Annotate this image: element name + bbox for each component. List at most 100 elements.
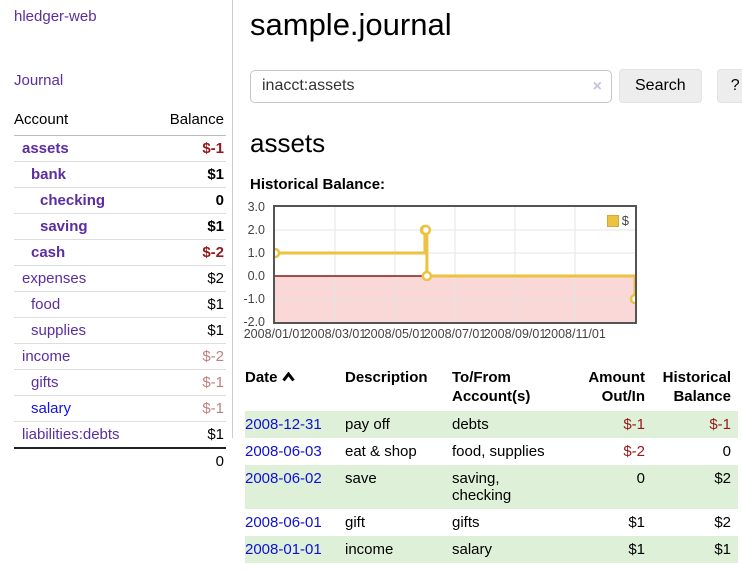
account-balance: $-1: [152, 135, 226, 162]
y-tick-label: -2.0: [243, 315, 265, 329]
register-row: 2008-06-01 gift gifts $1 $2: [245, 509, 738, 536]
accounts-balance-table: Account Balance assets $-1 bank $1 check…: [14, 105, 226, 474]
transaction-amount: $-1: [572, 411, 652, 438]
account-balance: $2: [152, 265, 226, 292]
y-tick-label: 1.0: [247, 246, 265, 260]
register-header-row: Date Description To/From Account(s) Amou…: [245, 365, 738, 411]
transaction-description: income: [345, 536, 452, 563]
legend-label: $: [621, 213, 629, 228]
transaction-amount: $1: [572, 536, 652, 563]
chart-x-axis-labels: 2008/01/01 2008/03/01 2008/05/01 2008/07/01…: [244, 327, 637, 344]
sidebar: hledger-web Journal Account Balance asse…: [0, 0, 233, 474]
chart-canvas: [269, 207, 641, 322]
transaction-date-link[interactable]: 2008-12-31: [245, 416, 322, 433]
account-link-liabilities-debts[interactable]: liabilities:debts: [22, 426, 120, 443]
transaction-accounts: food, supplies: [452, 443, 545, 460]
account-balance: $-1: [152, 395, 226, 422]
col-header-date: Date: [245, 365, 345, 411]
search-bar: × Search ?: [250, 69, 742, 103]
account-balance: $1: [152, 317, 226, 344]
transaction-amount: $-2: [623, 443, 645, 460]
register-row: 2008-06-03 eat & shop food, supplies $-2…: [245, 438, 738, 465]
transaction-balance: $2: [652, 465, 738, 509]
transaction-date-link[interactable]: 2008-06-02: [245, 470, 322, 487]
account-link-checking[interactable]: checking: [40, 192, 106, 209]
col-header-description: Description: [345, 369, 428, 386]
transaction-description: eat & shop: [345, 443, 417, 460]
chart-plot-area[interactable]: $: [269, 205, 641, 324]
account-link-assets[interactable]: assets: [22, 140, 69, 157]
transaction-description: gift: [345, 514, 366, 531]
y-tick-label: 0.0: [247, 269, 265, 283]
account-row: supplies $1: [14, 317, 226, 344]
x-tick-label: 2008/11/01: [544, 327, 606, 341]
transaction-description: pay off: [345, 411, 452, 438]
register-row: 2008-06-02 save saving, checking 0 $2: [245, 465, 738, 509]
chart-legend: $: [604, 212, 631, 229]
account-balance: 0: [152, 187, 226, 214]
historical-balance-chart: 3.0 2.0 1.0 0.0 -1.0 -2.0 $ 2008/01/01 2008/03…: [243, 200, 641, 344]
account-balance: $1: [152, 213, 226, 240]
account-link-expenses[interactable]: expenses: [22, 270, 87, 287]
account-balance: $1: [152, 421, 226, 449]
col-header-balance: Historical Balance: [662, 369, 731, 405]
account-row: expenses $2: [14, 265, 226, 292]
transaction-amount: $1: [628, 514, 645, 531]
account-link-gifts[interactable]: gifts: [31, 374, 59, 391]
sidebar-item-journal[interactable]: Journal: [14, 72, 64, 89]
account-row: checking 0: [14, 187, 226, 214]
accounts-col-header-balance: Balance: [152, 105, 226, 136]
register-row: 2008-12-31 pay off debts $-1 $-1: [245, 411, 738, 438]
account-row: cash $-2: [14, 239, 226, 266]
x-tick-label: 2008/09/01: [483, 327, 547, 341]
chart-y-axis-labels: 3.0 2.0 1.0 0.0 -1.0 -2.0: [237, 200, 269, 329]
transaction-accounts: gifts: [452, 514, 480, 531]
account-row: gifts $-1: [14, 369, 226, 396]
transaction-balance: 0: [722, 443, 731, 460]
help-button[interactable]: ?: [716, 69, 742, 103]
chart-title: Historical Balance:: [250, 176, 386, 193]
app-brand-link[interactable]: hledger-web: [14, 8, 97, 25]
account-balance: $1: [152, 161, 226, 188]
search-input[interactable]: [250, 69, 612, 103]
account-link-cash[interactable]: cash: [31, 244, 66, 261]
transaction-date-link[interactable]: 2008-06-01: [245, 514, 322, 531]
account-link-salary[interactable]: salary: [31, 400, 72, 417]
transaction-balance: $1: [652, 536, 738, 563]
account-balance: $1: [152, 291, 226, 318]
account-balance: $-2: [152, 239, 226, 266]
search-button[interactable]: Search: [619, 69, 702, 103]
clear-search-icon[interactable]: ×: [592, 77, 602, 95]
accounts-total-value: 0: [152, 447, 226, 474]
register-table: Date Description To/From Account(s) Amou…: [245, 365, 738, 563]
main-content: sample.journal × Search ? assets Histori…: [243, 0, 742, 563]
transaction-balance: $-1: [652, 411, 738, 438]
y-tick-label: 3.0: [247, 200, 265, 214]
account-link-bank[interactable]: bank: [31, 166, 67, 183]
account-balance: $-2: [152, 343, 226, 370]
x-tick-label: 2008/07/01: [423, 327, 487, 341]
legend-swatch-icon: [606, 214, 619, 227]
account-link-saving[interactable]: saving: [40, 218, 88, 235]
register-row: 2008-01-01 income salary $1 $1: [245, 536, 738, 563]
x-tick-label: 2008/03/01: [303, 327, 367, 341]
transaction-accounts: saving, checking: [452, 465, 572, 509]
account-link-supplies[interactable]: supplies: [31, 322, 87, 339]
account-row: saving $1: [14, 213, 226, 240]
account-link-income[interactable]: income: [22, 348, 71, 365]
account-row: salary $-1: [14, 395, 226, 422]
account-balance: $-1: [152, 369, 226, 396]
transaction-balance: $2: [714, 514, 731, 531]
account-row: bank $1: [14, 161, 226, 188]
page-title: sample.journal: [250, 7, 452, 42]
accounts-col-header-account: Account: [14, 105, 153, 136]
y-tick-label: -1.0: [243, 292, 265, 306]
account-row: income $-2: [14, 343, 226, 370]
transaction-amount: 0: [572, 465, 652, 509]
transaction-date-link[interactable]: 2008-01-01: [245, 541, 322, 558]
transaction-accounts: salary: [452, 536, 572, 563]
account-row: food $1: [14, 291, 226, 318]
account-link-food[interactable]: food: [31, 296, 61, 313]
y-tick-label: 2.0: [247, 223, 265, 237]
transaction-date-link[interactable]: 2008-06-03: [245, 443, 322, 460]
